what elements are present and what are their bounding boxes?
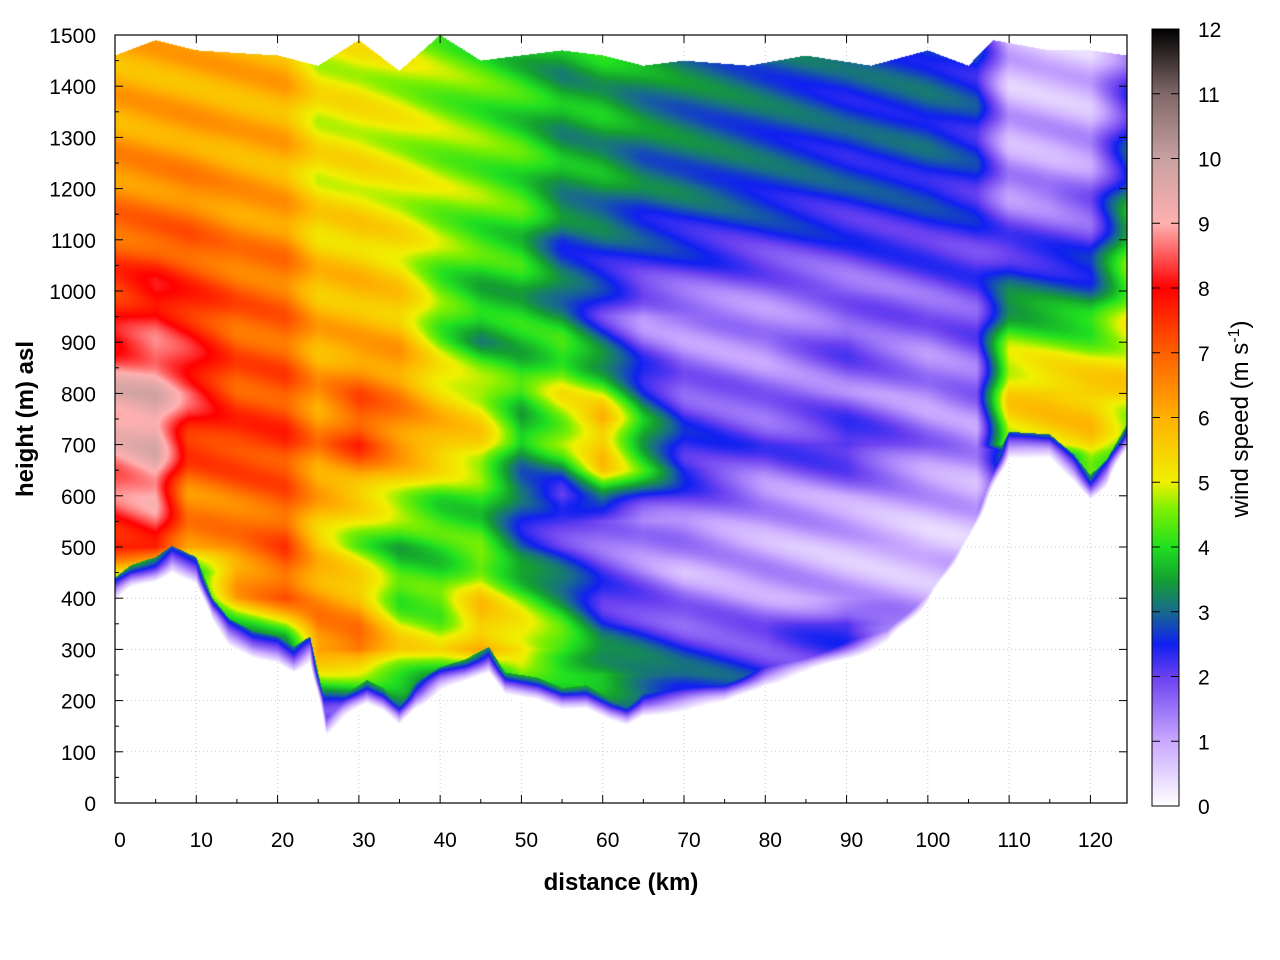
y-axis-title: height (m) asl [12, 341, 39, 497]
y-tick-labels: 0 100 200 300 400 500 600 700 800 900 1000 1100 1200… [49, 25, 96, 816]
colorbar-title-main: wind speed (m s [1227, 343, 1254, 519]
colorbar-tick-label: 11 [1198, 84, 1220, 107]
y-tick-label: 700 [61, 435, 96, 458]
colorbar-tick-label: 3 [1198, 602, 1210, 625]
y-tick-label: 200 [61, 691, 96, 714]
x-tick-label: 40 [433, 829, 456, 852]
y-tick-label: 100 [61, 742, 96, 765]
x-tick-label: 60 [596, 829, 619, 852]
heatmap-raster [115, 35, 1127, 803]
x-tick-label: 90 [840, 829, 863, 852]
colorbar-tick-label: 2 [1198, 667, 1210, 690]
y-tick-label: 400 [61, 588, 96, 611]
colorbar-tick-label: 10 [1198, 149, 1221, 172]
colorbar-tick-label: 9 [1198, 213, 1210, 236]
colorbar-tick-label: 1 [1198, 731, 1210, 754]
y-tick-label: 600 [61, 486, 96, 509]
x-tick-label: 110 [997, 829, 1030, 852]
colorbar-tick-label: 8 [1198, 278, 1210, 301]
y-tick-label: 1200 [49, 179, 96, 202]
wind-speed-field [115, 35, 1127, 803]
colorbar-tick-label: 12 [1198, 19, 1221, 42]
colorbar-tick-label: 5 [1198, 472, 1210, 495]
colorbar-tick-label: 7 [1198, 343, 1210, 366]
x-tick-label: 70 [677, 829, 700, 852]
y-tick-label: 1500 [49, 25, 96, 48]
y-tick-label: 1100 [51, 230, 96, 253]
x-tick-label: 80 [759, 829, 782, 852]
y-tick-label: 900 [61, 332, 96, 355]
x-tick-label: 30 [352, 829, 375, 852]
x-tick-label: 120 [1078, 829, 1113, 852]
colorbar-title: wind speed (m s-1) [1226, 321, 1254, 519]
x-tick-label: 0 [114, 829, 126, 852]
x-tick-label: 50 [515, 829, 538, 852]
colorbar-tick-label: 6 [1198, 408, 1210, 431]
colorbar-title-exponent: -1 [1226, 328, 1243, 342]
colorbar-tick-label: 4 [1198, 537, 1210, 560]
colorbar-title-suffix: ) [1227, 321, 1254, 329]
x-tick-label: 20 [271, 829, 294, 852]
y-tick-label: 1000 [49, 281, 96, 304]
x-tick-label: 10 [190, 829, 213, 852]
x-axis-title: distance (km) [544, 869, 699, 896]
heatmap-raster-container [115, 35, 1127, 803]
y-tick-label: 0 [84, 793, 96, 816]
x-tick-label: 100 [915, 829, 950, 852]
y-tick-label: 300 [61, 639, 96, 662]
colorbar-tick-label: 0 [1198, 796, 1210, 819]
colorbar-ticks [1152, 28, 1179, 807]
y-tick-label: 500 [61, 537, 96, 560]
y-tick-label: 1300 [49, 127, 96, 150]
x-tick-labels: 0 10 20 30 40 50 60 70 80 90 100 110 120 [114, 829, 1113, 852]
y-tick-label: 800 [61, 383, 96, 406]
y-tick-label: 1400 [49, 76, 96, 99]
axis-ticks [114, 34, 1127, 804]
